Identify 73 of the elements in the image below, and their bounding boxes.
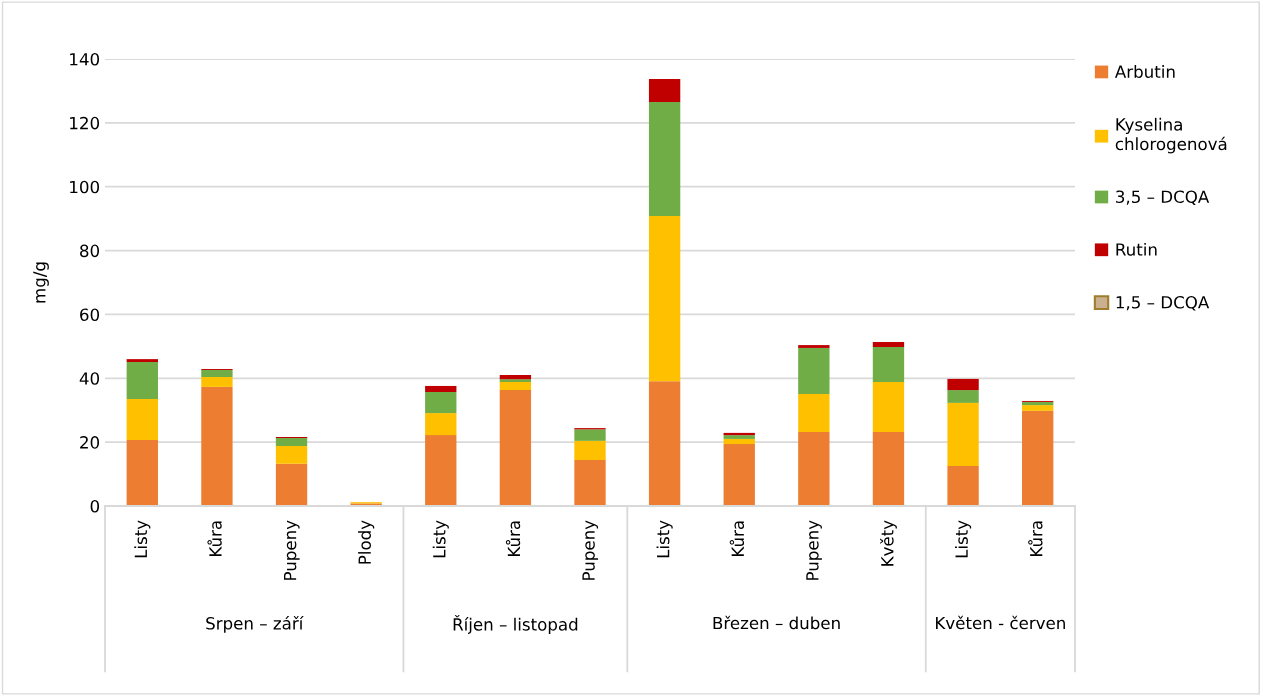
text: Říjen – listopad [453,615,578,634]
y-tick-label: 100 [70,180,100,194]
legend-label: Kyselina chlorogenová [1115,117,1227,154]
bar [425,385,457,393]
legend-label: 3,5 – DCQA [1116,190,1210,205]
bar [574,460,606,506]
y-tick-label: 60 [80,308,100,321]
y-axis-title: mg/g [33,262,49,303]
bar [126,359,158,362]
bar [947,402,979,467]
bar [947,390,979,403]
bar [574,429,606,441]
bar [798,431,830,506]
text: Březen – duben [713,615,840,630]
bar [947,378,979,391]
bar [201,369,233,378]
x-tick-label: Kůra [207,521,222,556]
bar [425,392,457,414]
bar [201,386,233,506]
bar [201,377,233,387]
x-tick-label: Pupeny [582,520,599,580]
bar [499,375,532,380]
bar [798,393,830,432]
bar [1022,405,1054,411]
x-tick-label: Pupeny [806,520,822,580]
bar [126,362,158,400]
bar [1022,410,1054,506]
bar [126,399,158,440]
x-tick-label: Kůra [505,521,521,556]
bar [574,440,606,461]
x-tick-label: Listy [432,520,449,558]
x-tick-label: Listy [134,520,151,558]
bar [723,444,755,506]
bar [425,413,457,436]
bar [425,435,457,506]
bar [499,390,532,506]
bar [872,382,905,432]
x-tick-label: Listy [656,520,673,558]
bar [499,382,532,391]
y-tick-label: 0 [90,499,100,513]
x-tick-label: Pupeny [283,520,300,580]
text: Srpen – září [206,616,304,633]
legend-label: Arbutin [1114,65,1175,78]
x-tick-label: Plody [358,520,375,564]
y-tick-label: 120 [70,116,100,130]
x-tick-label: Květy [880,520,897,566]
bar [648,79,681,103]
bar [275,445,308,464]
bar [648,216,681,382]
bar [947,466,979,506]
bar [798,347,830,394]
legend-label: Rutin [1116,242,1157,256]
y-tick-label: 20 [80,436,100,449]
bar [648,381,681,506]
legend-label: 1,5 – DCQA [1116,296,1210,311]
bar [126,439,158,506]
x-tick-label: Kůra [1028,521,1043,556]
bar [648,102,681,217]
bar [499,379,532,383]
y-tick-label: 140 [70,52,100,66]
y-tick-label: 40 [79,372,100,385]
bar [275,437,308,446]
bar [798,345,830,348]
bar [872,341,905,347]
bar [275,463,308,506]
text: Květen - červen [936,615,1065,630]
bar [872,431,905,506]
y-tick-label: 80 [80,244,100,258]
x-tick-label: Kůra [729,521,745,556]
bar [1022,401,1054,406]
x-tick-label: Listy [955,520,972,558]
bar [723,438,755,445]
bar [872,347,905,383]
